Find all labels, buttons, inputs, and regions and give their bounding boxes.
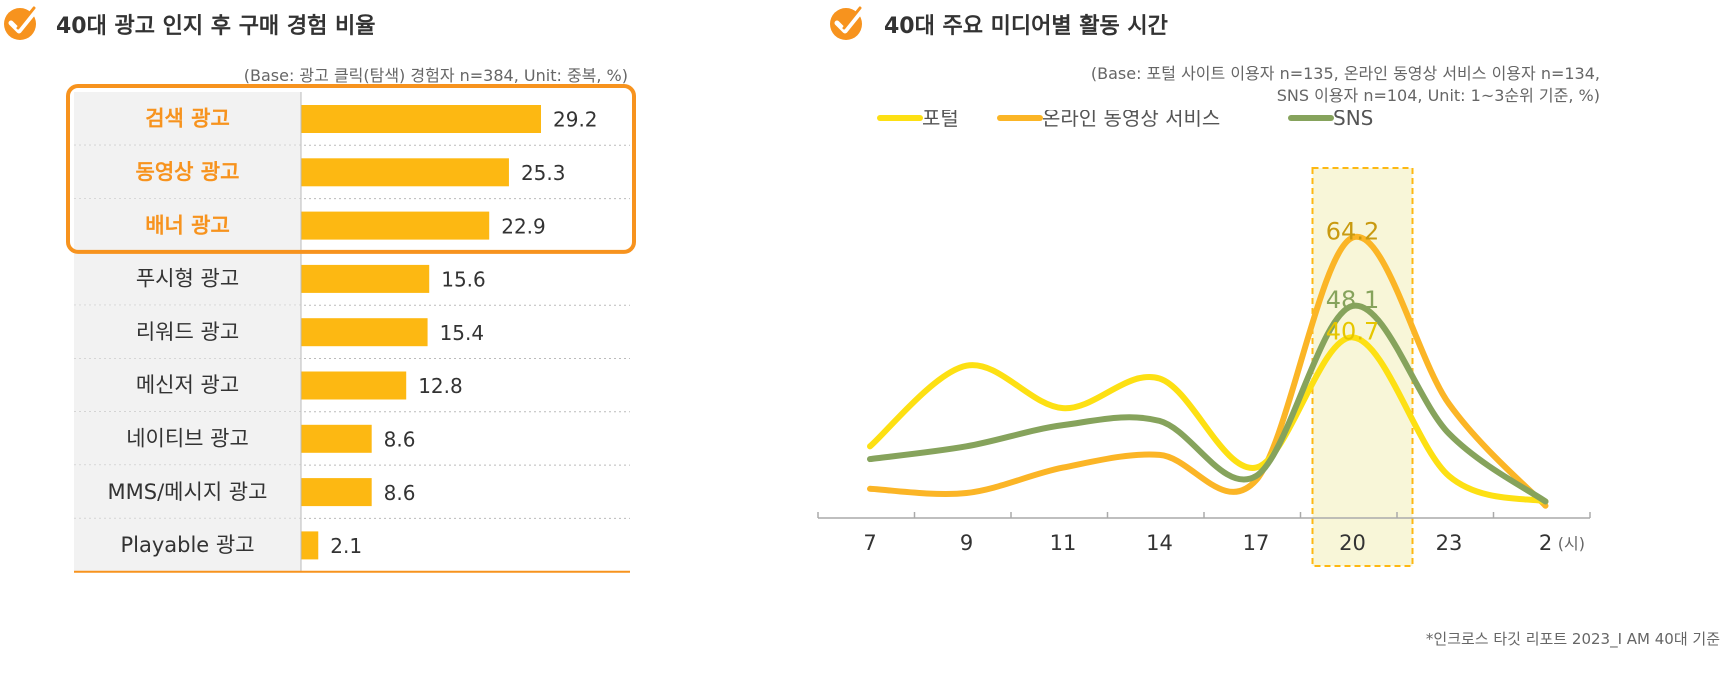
data-label: 64.2 <box>1326 218 1379 246</box>
bar <box>301 211 490 240</box>
series-line-2 <box>867 302 1549 505</box>
bar <box>301 158 509 187</box>
category-bg <box>74 465 301 519</box>
x-tick-label: 2 <box>1539 531 1552 555</box>
series-line-1 <box>867 233 1549 509</box>
bar-chart: 검색 광고 29.2 동영상 광고 25.3 배너 광고 22.9 푸시형 광고 15.6 리워… <box>66 84 636 573</box>
left-base-note: (Base: 광고 클릭(탐색) 경험자 n=384, Unit: 중복, %) <box>243 66 628 85</box>
x-tick-label: 9 <box>960 531 973 555</box>
bar-value-label: 15.4 <box>440 321 485 345</box>
category-label: 리워드 광고 <box>136 320 239 344</box>
x-tick-label: 11 <box>1050 531 1077 555</box>
category-bg <box>74 92 301 146</box>
legend-label: 온라인 동영상 서비스 <box>1042 110 1220 130</box>
line-chart: 7 9 11 14 17 20 23 2 (시) 64.2 48.1 40.7 포털 온라인 동영상 서비… <box>817 110 1591 567</box>
category-label: Playable 광고 <box>120 533 254 557</box>
left-chart-title: 40대 광고 인지 후 구매 경험 비율 <box>56 14 376 39</box>
series-line-0 <box>867 334 1549 505</box>
x-tick-label: 14 <box>1146 531 1173 555</box>
legend-label: SNS <box>1333 110 1373 130</box>
x-tick-label: 17 <box>1243 531 1270 555</box>
data-label: 40.7 <box>1326 317 1379 345</box>
right-chart-title: 40대 주요 미디어별 활동 시간 <box>884 14 1168 39</box>
bar <box>301 531 319 560</box>
bar <box>301 318 428 347</box>
x-tick-label: 7 <box>863 531 876 555</box>
category-bg <box>74 411 301 466</box>
category-label: MMS/메시지 광고 <box>108 480 268 504</box>
category-bg <box>74 358 301 412</box>
right-base-note-line1: (Base: 포털 사이트 이용자 n=135, 온라인 동영상 서비스 이용자… <box>1090 64 1600 83</box>
bar-value-label: 25.3 <box>521 161 566 185</box>
check-icon <box>4 6 39 40</box>
category-label: 배너 광고 <box>145 213 230 237</box>
right-base-note-line2: SNS 이용자 n=104, Unit: 1~3순위 기준, %) <box>1276 86 1600 105</box>
category-bg <box>74 518 301 572</box>
x-tick-label: 23 <box>1436 531 1463 555</box>
x-unit-label: (시) <box>1558 534 1585 553</box>
source-footnote: *인크로스 타깃 리포트 2023_I AM 40대 기준 <box>1425 630 1720 648</box>
category-bg <box>74 145 301 199</box>
category-bg <box>74 305 301 359</box>
bar <box>301 264 430 293</box>
bar-value-label: 8.6 <box>384 427 416 451</box>
bar-value-label: 29.2 <box>553 108 598 132</box>
highlight-box <box>66 84 636 254</box>
category-bg <box>74 198 301 252</box>
bar <box>301 478 372 507</box>
bar-value-label: 12.8 <box>418 374 463 398</box>
bar-value-label: 22.9 <box>501 214 546 238</box>
x-tick-label: 20 <box>1339 531 1366 555</box>
category-label: 메신저 광고 <box>136 373 239 397</box>
check-icon <box>830 6 865 40</box>
bar <box>301 105 541 133</box>
bar <box>301 371 407 400</box>
highlight-column <box>1311 167 1414 567</box>
bar-value-label: 8.6 <box>384 481 416 505</box>
bar-value-label: 2.1 <box>330 534 362 558</box>
data-label: 48.1 <box>1326 286 1379 314</box>
bar <box>301 424 372 453</box>
category-label: 동영상 광고 <box>136 160 240 184</box>
bar-value-label: 15.6 <box>441 268 486 292</box>
category-label: 푸시형 광고 <box>136 267 239 291</box>
category-label: 네이티브 광고 <box>126 426 249 450</box>
category-bg <box>74 251 301 306</box>
legend-label: 포털 <box>922 110 959 130</box>
category-label: 검색 광고 <box>145 107 230 131</box>
